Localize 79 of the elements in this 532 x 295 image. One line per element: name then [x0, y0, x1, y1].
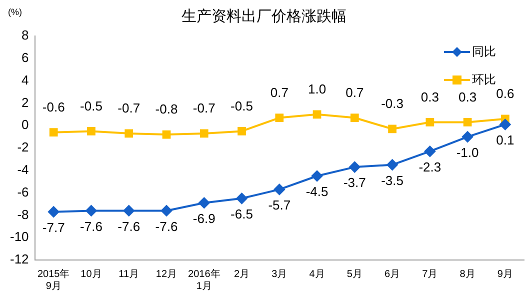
chart-title: 生产资料出厂价格涨跌幅 [182, 8, 346, 26]
point [49, 128, 58, 136]
data-label: -0.8 [155, 102, 178, 117]
data-label: 0.6 [496, 86, 514, 101]
data-label: -0.5 [80, 98, 102, 114]
data-label: -0.5 [230, 98, 253, 114]
data-label: -3.5 [381, 172, 404, 188]
data-label: -5.7 [268, 198, 291, 213]
data-label: -4.5 [306, 184, 328, 200]
data-label: 0.3 [420, 89, 439, 104]
y-tick-label: -12 [10, 252, 29, 267]
y-tick-label: 6 [22, 50, 29, 65]
x-tick-label: 4月 [309, 268, 325, 280]
y-tick-label: 4 [22, 72, 29, 88]
data-label: -6.9 [192, 210, 216, 226]
x-tick-label: 9月 [497, 268, 513, 280]
y-tick-label: -10 [10, 229, 29, 244]
x-tick-label: 3月 [272, 268, 288, 280]
point [86, 205, 97, 216]
point [236, 192, 248, 204]
y-axis-title: (%) [8, 6, 22, 17]
point [349, 162, 360, 173]
point [463, 118, 472, 126]
data-label: -0.7 [118, 100, 140, 116]
x-tick-label: 6月 [384, 268, 400, 280]
data-label: -7.6 [80, 218, 102, 234]
point [162, 130, 171, 139]
y-tick-label: -4 [17, 162, 29, 177]
y-tick-label: 0 [22, 117, 29, 132]
x-tick-label: 2016年 1月 [188, 268, 220, 292]
point [462, 131, 474, 142]
point [48, 206, 60, 218]
data-label: -2.3 [418, 159, 442, 174]
point [312, 110, 322, 119]
y-tick-label: -2 [17, 140, 29, 155]
x-tick-label: 8月 [460, 268, 476, 280]
x-tick-label: 2月 [234, 268, 250, 280]
point [200, 129, 208, 138]
point [424, 146, 436, 157]
point [124, 129, 134, 138]
point [87, 127, 96, 136]
x-tick-label: 7月 [422, 268, 438, 280]
point [388, 124, 396, 134]
data-label: 0.7 [270, 84, 288, 100]
legend-label: 环比 [472, 72, 496, 86]
data-label: -3.7 [343, 175, 366, 190]
data-label: -0.6 [42, 99, 65, 114]
legend-label: 同比 [472, 44, 496, 58]
data-label: -7.6 [155, 218, 178, 234]
y-tick-label: -6 [17, 184, 29, 200]
point [426, 118, 434, 126]
point [312, 170, 323, 182]
x-tick-label: 5月 [346, 268, 362, 280]
point [386, 159, 398, 170]
data-label: 0.1 [496, 132, 514, 148]
x-tick-label: 10月 [80, 268, 102, 280]
x-tick-label: 11月 [118, 268, 140, 280]
y-tick-label: 8 [22, 28, 29, 43]
point [123, 205, 134, 216]
y-tick-label: -8 [17, 206, 29, 222]
data-label: -7.7 [42, 220, 65, 235]
data-label: 0.7 [346, 84, 364, 100]
data-label: -7.6 [118, 218, 140, 234]
y-tick-label: 2 [22, 94, 29, 110]
point [274, 184, 285, 195]
data-label: 1.0 [308, 81, 326, 96]
data-label: -6.5 [230, 206, 253, 222]
point [198, 197, 210, 208]
data-label: 0.3 [458, 89, 477, 104]
x-tick-label: 12月 [156, 268, 178, 280]
point [350, 114, 359, 122]
point [500, 118, 511, 130]
x-tick-label: 2015年 9月 [37, 268, 70, 292]
point [238, 127, 246, 136]
point [275, 114, 284, 122]
data-label: -0.3 [381, 96, 404, 112]
data-label: -1.0 [456, 144, 479, 160]
point [161, 205, 172, 216]
data-label: -0.7 [192, 100, 216, 116]
